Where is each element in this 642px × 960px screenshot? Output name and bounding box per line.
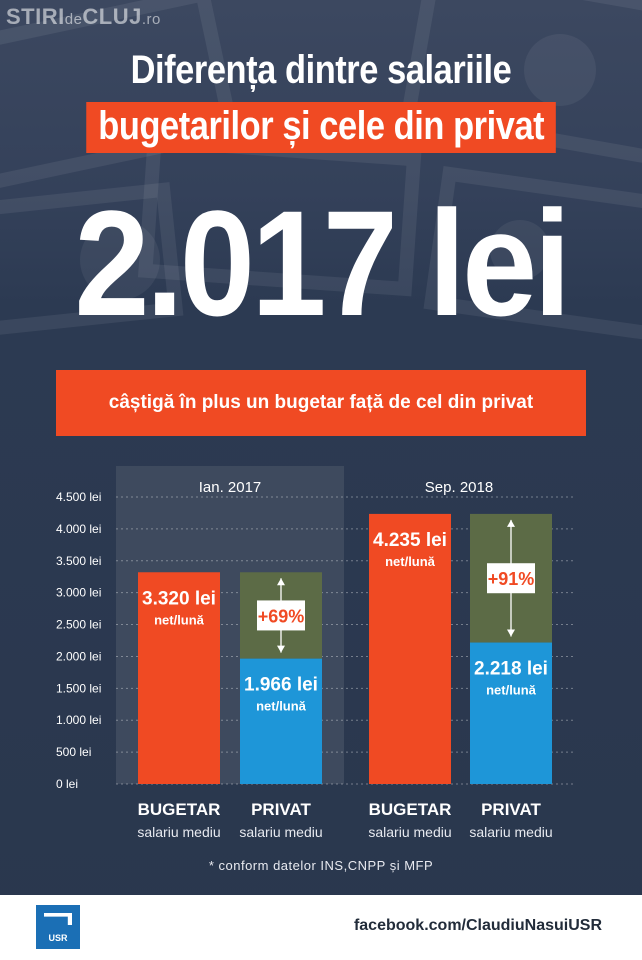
y-tick-label: 4.500 lei <box>56 490 101 504</box>
category-sublabel: salariu mediu <box>239 824 322 840</box>
gap-arrow-down-icon <box>277 645 285 653</box>
title-line-2: bugetarilor și cele din privat <box>86 102 556 153</box>
bar-unit-label: net/lună <box>486 683 537 698</box>
category-sublabel: salariu mediu <box>137 824 220 840</box>
gap-arrow-down-icon <box>507 629 515 637</box>
bar-unit-label: net/lună <box>256 699 307 714</box>
period-label: Ian. 2017 <box>199 479 262 496</box>
period-label: Sep. 2018 <box>425 479 493 496</box>
y-tick-label: 2.000 lei <box>56 649 101 663</box>
footer-bar: USR facebook.com/ClaudiuNasuiUSR <box>0 895 642 960</box>
banner-text: câștigă în plus un bugetar față de cel d… <box>108 392 534 413</box>
y-tick-label: 3.500 lei <box>56 554 101 568</box>
bar-value-label: 1.966 lei <box>244 675 318 696</box>
category-label: BUGETAR <box>369 800 452 819</box>
headline-value: 2.017 lei <box>74 179 571 347</box>
facebook-link[interactable]: facebook.com/ClaudiuNasuiUSR <box>353 917 602 934</box>
y-tick-label: 4.000 lei <box>56 522 101 536</box>
gap-percent-label: +69% <box>258 606 305 626</box>
category-sublabel: salariu mediu <box>469 824 552 840</box>
bar-unit-label: net/lună <box>385 554 436 569</box>
y-tick-label: 500 lei <box>56 745 91 759</box>
bar-privat <box>470 642 552 784</box>
bar-bugetar <box>138 572 220 784</box>
headline-banner: câștigă în plus un bugetar față de cel d… <box>56 370 586 436</box>
usr-logo: USR <box>36 905 80 949</box>
salary-bar-chart: Ian. 2017 Sep. 2018 0 lei 500 lei 1.000 lei 1… <box>56 466 574 840</box>
gap-percent-label: +91% <box>488 569 535 589</box>
bar-value-label: 2.218 lei <box>474 659 548 680</box>
bar-bugetar <box>369 513 451 784</box>
title-line-1: Diferența dintre salariile <box>130 48 512 92</box>
gap-arrow-up-icon <box>277 578 285 586</box>
banknotes-background <box>0 0 642 340</box>
y-tick-label: 2.500 lei <box>56 618 101 632</box>
category-sublabel: salariu mediu <box>368 824 451 840</box>
watermark-logo: STIRIdeCLUJ.ro <box>6 4 161 29</box>
bar-value-label: 4.235 lei <box>373 530 447 551</box>
bar-unit-label: net/lună <box>154 612 205 627</box>
gap-label-box <box>257 600 305 631</box>
usr-logo-mark <box>44 913 72 925</box>
y-tick-label: 3.000 lei <box>56 586 101 600</box>
gap-arrow-up-icon <box>507 519 515 527</box>
gap-label-box <box>487 563 535 594</box>
y-tick-label: 0 lei <box>56 777 78 791</box>
source-footnote: * conform datelor INS,CNPP și MFP <box>208 858 434 873</box>
category-label: BUGETAR <box>138 800 221 819</box>
title-line-2-wrapper: bugetarilor și cele din privat <box>0 102 642 153</box>
usr-logo-text: USR <box>48 933 68 943</box>
y-tick-label: 1.500 lei <box>56 681 101 695</box>
category-label: PRIVAT <box>251 800 311 819</box>
y-tick-label: 1.000 lei <box>56 713 101 727</box>
bar-value-label: 3.320 lei <box>142 588 216 609</box>
bar-privat <box>240 658 322 784</box>
category-label: PRIVAT <box>481 800 541 819</box>
